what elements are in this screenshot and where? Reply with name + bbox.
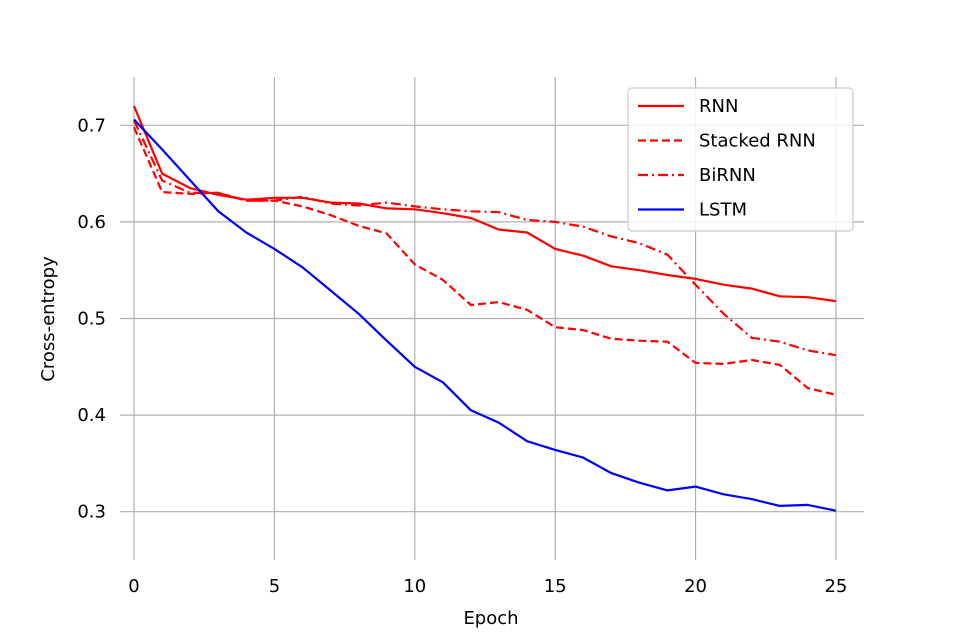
legend: RNN Stacked RNN BiRNN LSTM xyxy=(627,87,854,232)
series-line-rnn xyxy=(132,105,837,303)
x-tick-label: 5 xyxy=(269,576,280,597)
legend-label: BiRNN xyxy=(699,165,756,186)
y-tick-label: 0.3 xyxy=(77,502,106,523)
y-tick-label: 0.6 xyxy=(77,212,106,233)
x-axis-label: Epoch xyxy=(463,608,518,629)
legend-label: RNN xyxy=(699,96,738,117)
x-tick-label: 25 xyxy=(824,576,847,597)
series-lines xyxy=(132,105,837,512)
y-tick-label: 0.5 xyxy=(77,309,106,330)
series-line-stacked-rnn xyxy=(132,126,837,396)
x-tick-label: 0 xyxy=(128,576,139,597)
y-axis-ticks: 0.3 0.4 0.5 0.6 0.7 xyxy=(77,115,106,522)
x-tick-label: 10 xyxy=(403,576,426,597)
y-tick-label: 0.4 xyxy=(77,405,106,426)
y-tick-label: 0.7 xyxy=(77,115,106,136)
x-tick-label: 20 xyxy=(684,576,707,597)
legend-box xyxy=(627,87,854,232)
legend-label: LSTM xyxy=(699,200,747,221)
series-line-lstm xyxy=(133,118,837,512)
x-axis-ticks: 0 5 10 15 20 25 xyxy=(128,576,847,597)
series-line-birnn xyxy=(133,120,837,357)
legend-label: Stacked RNN xyxy=(699,131,816,152)
x-tick-label: 15 xyxy=(544,576,567,597)
y-axis-label: Cross-entropy xyxy=(38,256,59,382)
